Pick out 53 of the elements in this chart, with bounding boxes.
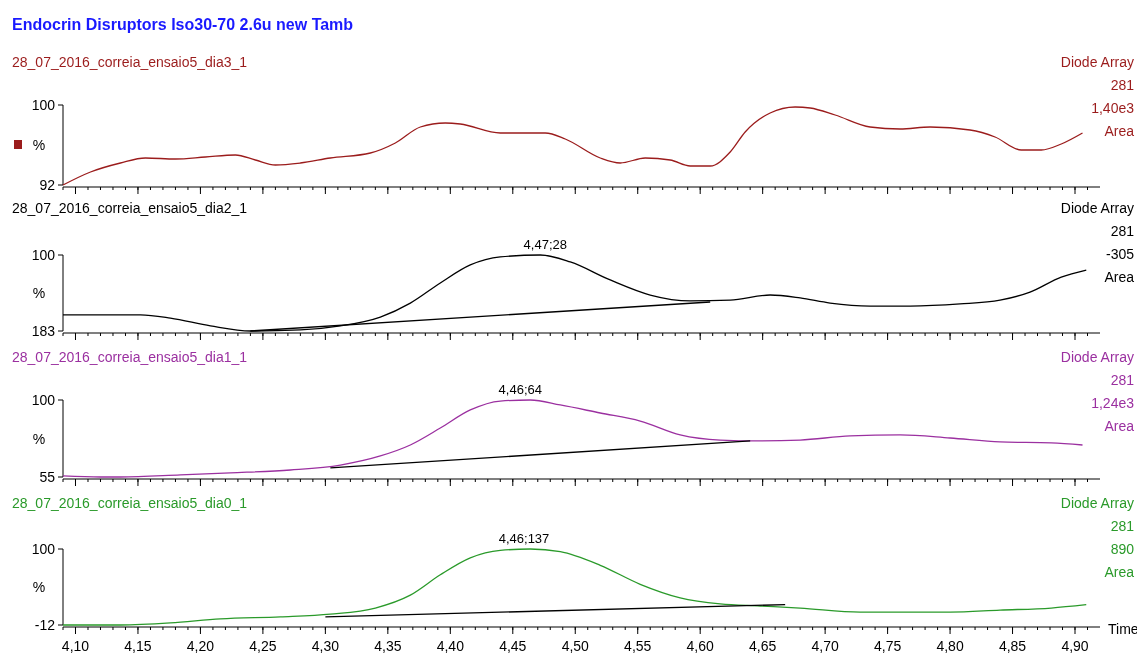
y-tick-label: 183: [31, 323, 56, 339]
y-axis-title: %: [32, 137, 46, 153]
text: 281: [1110, 77, 1135, 93]
x-tick-label: 4,80: [936, 638, 964, 654]
text: 281: [1110, 518, 1135, 534]
y-tick-label: 100: [31, 97, 56, 113]
y-axis-title: %: [32, 430, 46, 447]
text: Area: [1104, 269, 1135, 285]
chart-subtitle: 28_07_2016_correia_ensaio5_dia1_1: [12, 349, 248, 365]
x-tick-label: 4,10: [61, 638, 90, 654]
x-tick-label: 4,25: [249, 638, 277, 654]
chart-title: Endocrin Disruptors Iso30-70 2.6u new Tamb: [12, 16, 354, 33]
text: Diode Array: [1060, 349, 1134, 365]
x-tick-label: 4,60: [686, 638, 715, 654]
x-tick-label: 4,90: [1061, 638, 1089, 654]
text: 281: [1110, 372, 1135, 388]
y-axis-title: %: [32, 285, 46, 301]
text: Diode Array: [1060, 200, 1134, 216]
y-tick-label: 100: [31, 541, 56, 557]
annotation: 1,40e3: [1091, 100, 1135, 116]
annotation: 4,47;28: [523, 237, 567, 252]
annotation: 1,24e3: [1091, 395, 1135, 411]
x-tick-label: 4,70: [811, 638, 839, 654]
y-tick-label: 92: [39, 177, 56, 193]
x-tick-label: 4,15: [124, 638, 152, 654]
x-tick-label: 4,75: [873, 638, 902, 654]
text: Diode Array: [1060, 495, 1134, 511]
y-tick-label: -12: [34, 617, 56, 633]
text: 890: [1110, 541, 1135, 557]
y-axis-title: %: [32, 579, 46, 595]
x-tick-label: 4,85: [998, 638, 1027, 654]
text: Area: [1104, 418, 1135, 434]
annotation: 4,46;64: [498, 382, 542, 397]
chart-subtitle: 28_07_2016_correia_ensaio5_dia2_1: [12, 200, 248, 216]
y-tick-label: 55: [39, 469, 56, 485]
x-tick-label: 4,50: [561, 638, 590, 654]
x-tick-label: 4,45: [499, 638, 527, 654]
text: 281: [1110, 223, 1135, 239]
y-tick-label: 100: [31, 392, 56, 408]
text: Area: [1104, 123, 1135, 139]
chart-subtitle: 28_07_2016_correia_ensaio5_dia3_1: [12, 54, 248, 70]
annotation: 4,46;137: [498, 531, 550, 546]
text: -305: [1105, 246, 1135, 262]
x-tick-label: 4,35: [374, 638, 402, 654]
x-tick-label: 4,40: [436, 638, 465, 654]
x-tick-label: 4,20: [186, 638, 215, 654]
chart-subtitle: 28_07_2016_correia_ensaio5_dia0_1: [12, 495, 248, 511]
x-tick-label: 4,55: [624, 638, 652, 654]
x-tick-label: 4,65: [749, 638, 777, 654]
text: Area: [1104, 564, 1135, 580]
y-tick-label: 100: [31, 247, 56, 263]
x-tick-label: 4,30: [311, 638, 340, 654]
text: Diode Array: [1060, 54, 1134, 70]
